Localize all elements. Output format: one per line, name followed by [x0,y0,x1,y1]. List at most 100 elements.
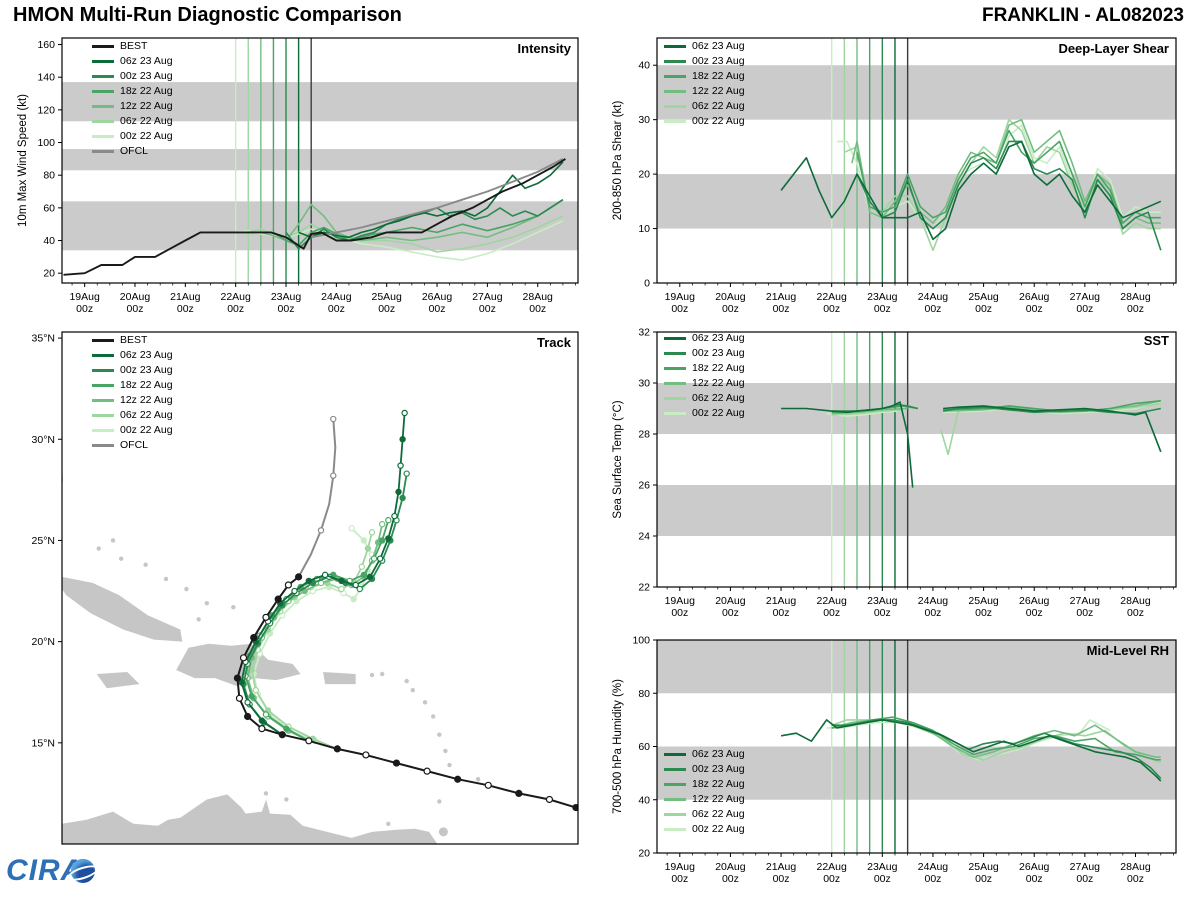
shaded-bands [657,640,1176,800]
svg-text:20: 20 [43,268,55,280]
legend-entry: 00z 22 Aug [664,115,745,127]
legend-swatch [92,149,114,153]
legend-swatch [92,134,114,138]
svg-text:00z: 00z [671,873,688,885]
legend-label: 06z 22 Aug [120,115,173,127]
legend-swatch [664,752,686,756]
svg-text:20Aug: 20Aug [120,291,151,303]
init-time-lines [830,640,909,853]
intensity-plot: 20 40 60 80 100 120 140 160 10m Max Wind Speed (… [17,37,579,315]
cira-logo: CIRA [6,854,96,888]
legend-label: 06z 23 Aug [692,332,745,344]
svg-text:20°N: 20°N [32,636,55,648]
series-00z 22 Aug [826,719,1111,761]
legend-entry: 06z 23 Aug [92,349,173,361]
legend-entry: 06z 22 Aug [92,115,173,127]
legend-entry: 18z 22 Aug [664,70,745,82]
svg-text:30°N: 30°N [32,434,55,446]
svg-text:19Aug: 19Aug [665,861,696,873]
legend-swatch [664,351,686,355]
legend-entry: 06z 22 Aug [664,808,745,820]
legend-swatch [92,119,114,123]
svg-text:10m Max Wind Speed (kt): 10m Max Wind Speed (kt) [17,94,29,227]
series-12z 22 Aug [260,199,564,242]
track-BEST [236,576,577,809]
svg-text:00z: 00z [76,303,93,315]
axes: 15°N 20°N 25°N 30°N 35°N [32,331,579,845]
legend-entry: 12z 22 Aug [92,394,173,406]
legend-entry: 18z 22 Aug [92,379,173,391]
svg-text:25Aug: 25Aug [968,291,999,303]
legend-label: OFCL [120,439,149,451]
svg-text:26Aug: 26Aug [1019,291,1050,303]
svg-text:24Aug: 24Aug [321,291,352,303]
legend-entry: 12z 22 Aug [92,100,173,112]
axes: 20 40 60 80 100 120 140 160 10m Max Wind Speed (… [17,37,579,284]
series-lines [780,716,1162,782]
svg-text:20Aug: 20Aug [715,291,746,303]
legend-label: 12z 22 Aug [692,85,745,97]
legend-swatch [664,381,686,385]
legend-swatch [664,827,686,831]
legend-entry: OFCL [92,439,173,451]
legend-label: 18z 22 Aug [120,379,173,391]
svg-text:00z: 00z [874,873,891,885]
svg-text:24Aug: 24Aug [918,861,949,873]
svg-text:19Aug: 19Aug [69,291,100,303]
legend-entry: 18z 22 Aug [92,85,173,97]
storm-tracks [233,409,578,812]
svg-text:00z: 00z [773,873,790,885]
svg-text:00z: 00z [1127,873,1144,885]
series-00z 22 Aug [826,401,1161,417]
shaded-bands [62,82,578,251]
svg-text:23Aug: 23Aug [867,861,898,873]
legend-label: 00z 23 Aug [692,763,745,775]
svg-text:60: 60 [43,202,55,214]
svg-text:19Aug: 19Aug [665,291,696,303]
legend-swatch [92,59,114,63]
intensity-legend: BEST 06z 23 Aug 00z 23 Aug 18z 22 Aug 12z 22… [92,40,173,157]
svg-text:24: 24 [638,531,650,543]
svg-text:26: 26 [638,480,650,492]
svg-text:21Aug: 21Aug [766,861,797,873]
legend-swatch [664,797,686,801]
svg-text:21Aug: 21Aug [766,595,797,607]
svg-text:00z: 00z [722,607,739,619]
series-lines [780,118,1162,252]
init-time-lines [234,38,312,283]
legend-entry: 06z 23 Aug [664,40,745,52]
rh-panel-title: Mid-Level RH [1086,643,1169,658]
svg-text:21Aug: 21Aug [766,291,797,303]
legend-swatch [664,782,686,786]
svg-text:00z: 00z [722,303,739,315]
rh-chart: 20 40 60 80 100 700-500 hPa Humidity (%) 19Aug… [602,620,1194,900]
svg-text:22Aug: 22Aug [817,595,848,607]
legend-label: 00z 22 Aug [120,424,173,436]
legend-entry: 06z 22 Aug [664,100,745,112]
time-axis: 19Aug00z20Aug00z21Aug00z22Aug00z23Aug00z… [665,283,1174,315]
svg-text:00z: 00z [823,303,840,315]
svg-text:10: 10 [638,223,650,235]
svg-text:30: 30 [638,114,650,126]
legend-entry: 18z 22 Aug [664,778,745,790]
legend-entry: 06z 23 Aug [92,55,173,67]
legend-swatch [92,353,114,357]
svg-text:28: 28 [638,429,650,441]
shear-panel-title: Deep-Layer Shear [1058,41,1169,56]
legend-label: 06z 23 Aug [692,40,745,52]
legend-label: 06z 22 Aug [692,808,745,820]
legend-entry: 00z 23 Aug [92,364,173,376]
legend-label: 06z 23 Aug [120,349,173,361]
svg-text:00z: 00z [1076,303,1093,315]
svg-text:00z: 00z [671,607,688,619]
svg-text:00z: 00z [823,607,840,619]
track-OFCL [297,418,337,578]
svg-text:23Aug: 23Aug [867,291,898,303]
svg-text:27Aug: 27Aug [1070,861,1101,873]
svg-text:00z: 00z [127,303,144,315]
svg-text:00z: 00z [177,303,194,315]
sst-chart: 22 24 26 28 30 32 Sea Surface Temp (°C) 19Aug 00… [602,320,1194,637]
svg-text:26Aug: 26Aug [422,291,453,303]
svg-text:19Aug: 19Aug [665,595,696,607]
